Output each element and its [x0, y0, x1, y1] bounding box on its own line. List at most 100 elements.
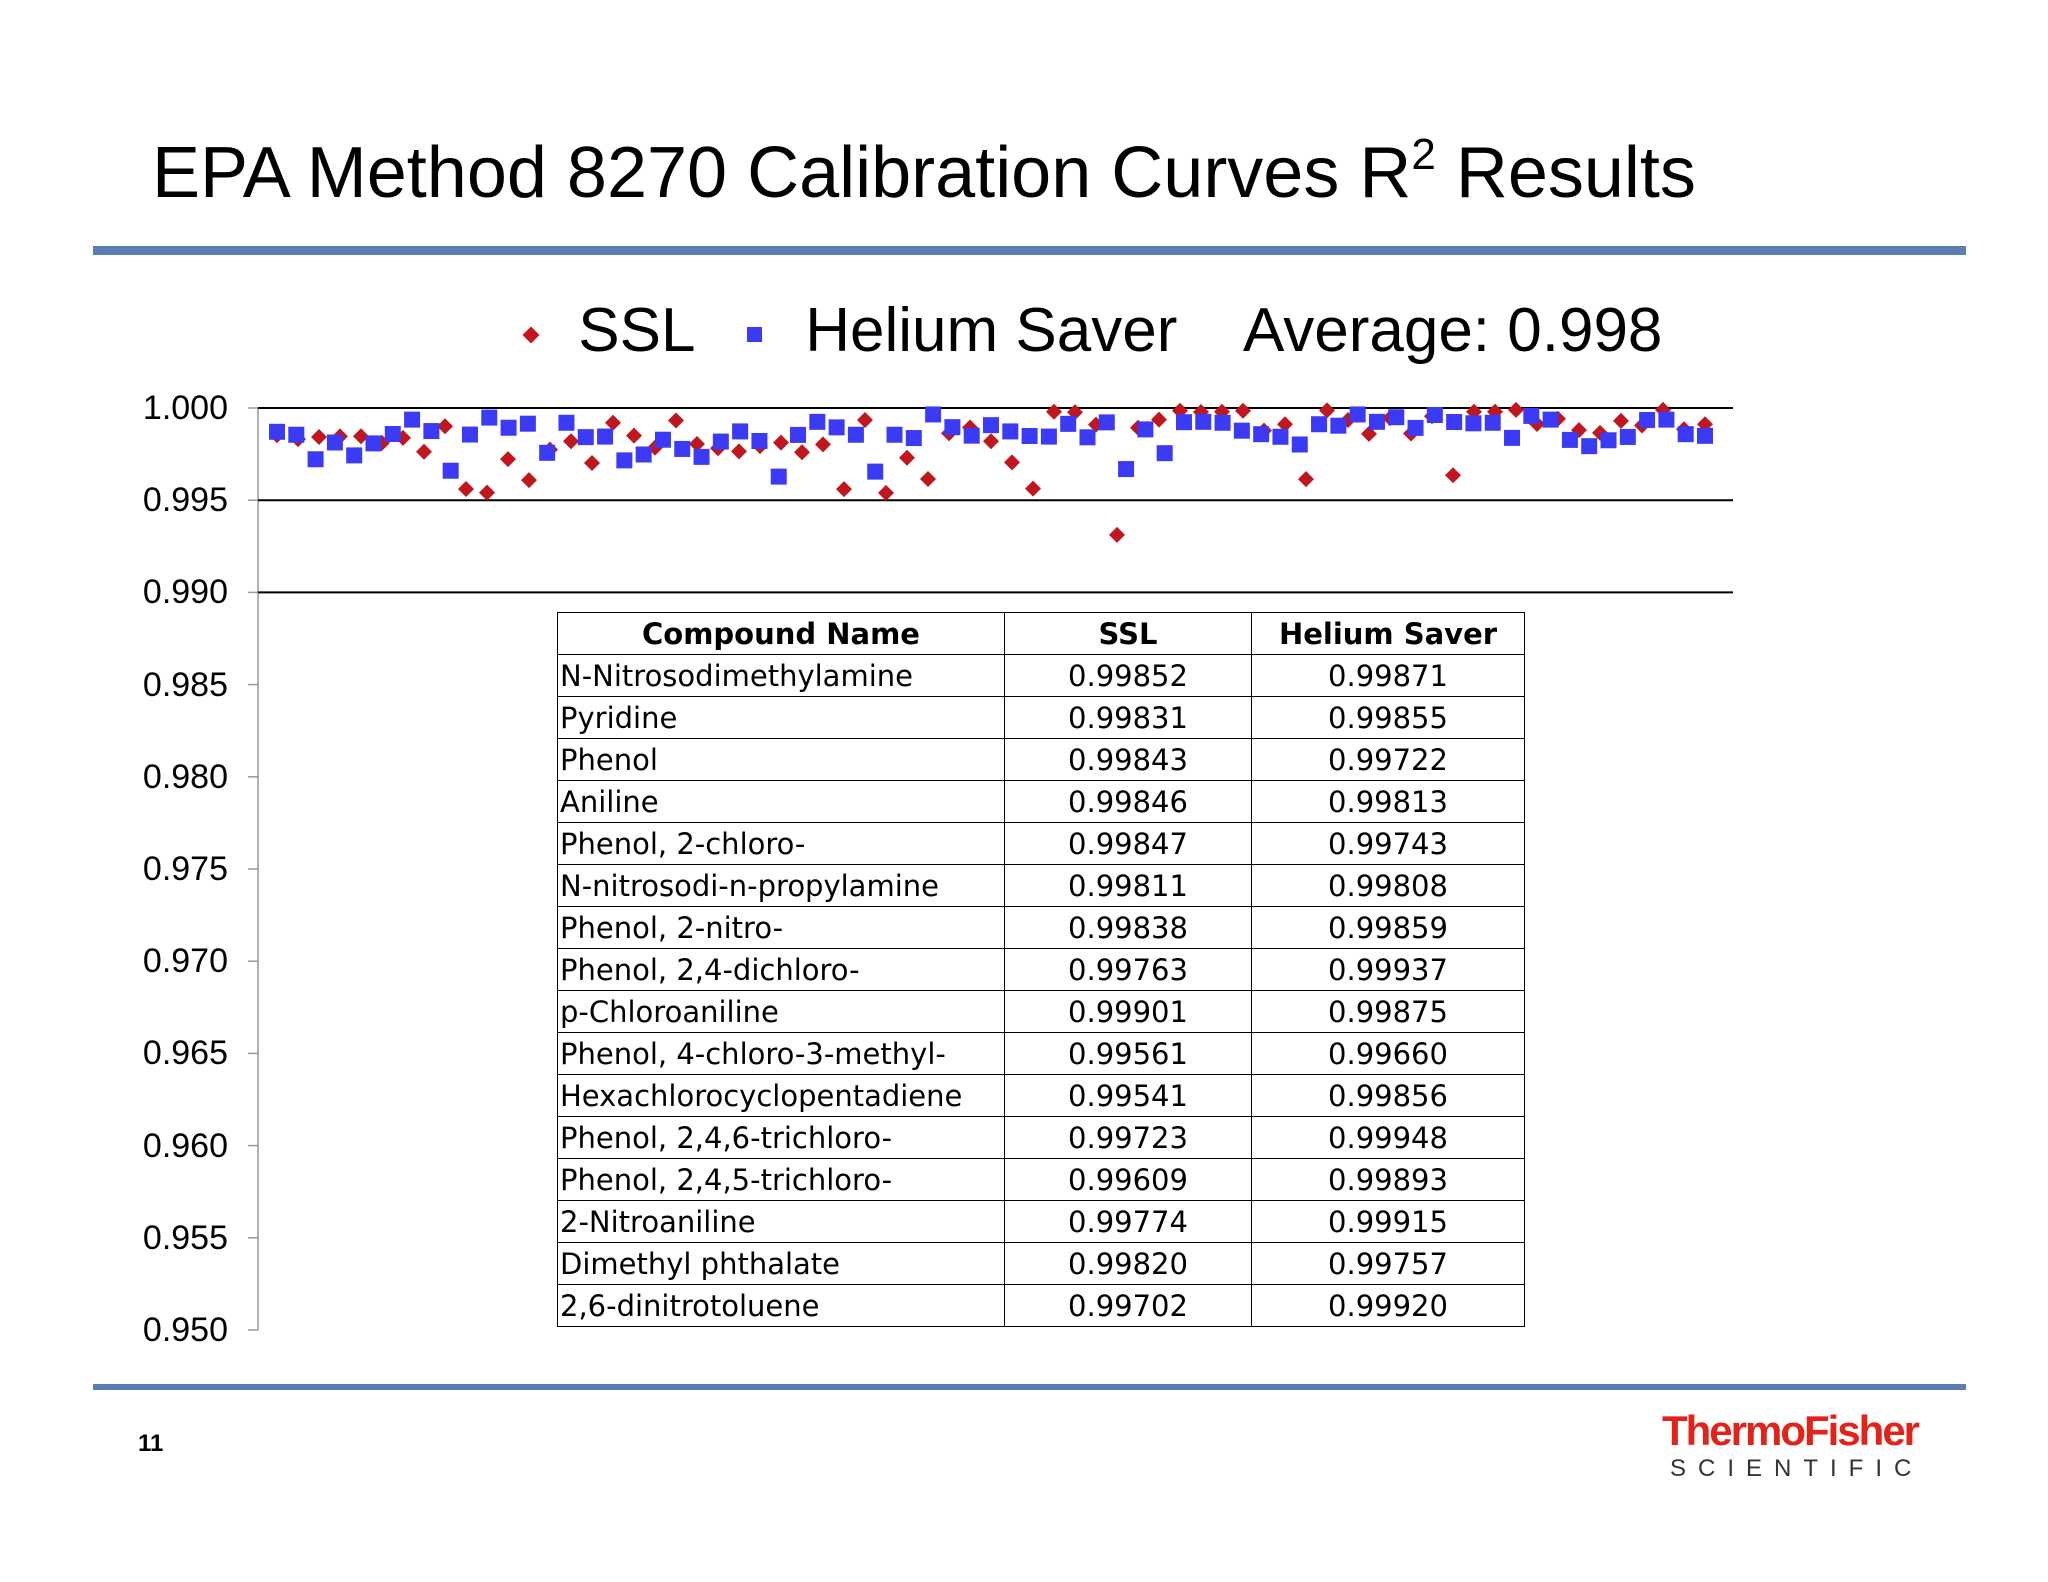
square-marker-icon [747, 327, 762, 343]
thermo-fisher-logo: ThermoFisher SCIENTIFIC [1660, 1408, 1920, 1484]
helium-saver-data-point [867, 463, 884, 480]
table-row: Phenol, 4-chloro-3-methyl- 0.99561 0.99660 [557, 1032, 1525, 1075]
helium-saver-data-point [828, 419, 845, 436]
helium-saver-value-cell: 0.99743 [1251, 822, 1525, 865]
ssl-data-point [794, 444, 810, 461]
helium-saver-data-point [790, 426, 807, 443]
ssl-data-point [983, 433, 999, 450]
helium-saver-value-cell: 0.99856 [1251, 1074, 1525, 1117]
helium-saver-data-point [288, 426, 305, 443]
ssl-data-point [773, 434, 789, 451]
y-tick-label: 0.985 [142, 665, 228, 704]
legend-item-ssl: SSL [522, 296, 695, 366]
helium-saver-data-point [1426, 407, 1443, 424]
helium-saver-data-point [1175, 414, 1192, 431]
ssl-value-cell: 0.99763 [1004, 948, 1252, 991]
ssl-data-point [899, 449, 915, 466]
compound-name-cell: Phenol, 2,4,5-trichloro- [557, 1158, 1005, 1201]
helium-saver-data-point [616, 452, 633, 469]
y-tick-label: 1.000 [142, 389, 228, 427]
slide-title-text: EPA Method 8270 Calibration Curves R [152, 133, 1412, 213]
y-tick-label: 0.990 [142, 573, 228, 612]
slide-title-superscript: 2 [1411, 130, 1436, 179]
helium-saver-data-point [442, 462, 459, 479]
ssl-data-point [1109, 526, 1125, 543]
r2-results-table: Compound Name SSL Helium Saver N-Nitroso… [557, 612, 1525, 1327]
helium-saver-data-point [423, 423, 440, 440]
y-tick-label: 0.965 [142, 1034, 228, 1073]
helium-saver-data-point [519, 415, 536, 432]
helium-saver-data-point [1677, 426, 1694, 443]
ssl-data-point [920, 470, 936, 487]
helium-saver-value-cell: 0.99855 [1251, 696, 1525, 739]
helium-saver-value-cell: 0.99871 [1251, 654, 1525, 697]
helium-saver-data-point [809, 413, 826, 430]
helium-saver-data-point [577, 429, 594, 446]
ssl-data-point [437, 418, 453, 435]
y-tick-label: 0.950 [142, 1311, 228, 1349]
ssl-data-point [458, 480, 474, 497]
helium-saver-data-point [1697, 427, 1713, 444]
ssl-data-point [1025, 480, 1041, 497]
helium-saver-data-point [770, 468, 787, 485]
helium-saver-data-point [847, 426, 864, 443]
slide-title: EPA Method 8270 Calibration Curves R2 Re… [152, 128, 1696, 218]
helium-saver-data-point [1600, 432, 1617, 449]
ssl-data-point [1613, 412, 1629, 429]
y-tick-label: 0.980 [142, 757, 228, 796]
helium-saver-data-point [1330, 417, 1347, 434]
compound-name-cell: Dimethyl phthalate [557, 1242, 1005, 1285]
ssl-data-point [689, 435, 705, 452]
helium-saver-data-point [886, 426, 903, 443]
ssl-value-cell: 0.99820 [1004, 1242, 1252, 1285]
table-row: Phenol, 2-chloro- 0.99847 0.99743 [557, 822, 1525, 865]
compound-name-cell: Pyridine [557, 696, 1005, 739]
helium-saver-data-point [1349, 406, 1366, 423]
ssl-value-cell: 0.99561 [1004, 1032, 1252, 1075]
helium-saver-value-cell: 0.99893 [1251, 1158, 1525, 1201]
compound-name-cell: Hexachlorocyclopentadiene [557, 1074, 1005, 1117]
ssl-value-cell: 0.99847 [1004, 822, 1252, 865]
compound-name-cell: Phenol, 4-chloro-3-methyl- [557, 1032, 1005, 1075]
helium-saver-data-point [1291, 436, 1308, 453]
helium-saver-value-cell: 0.99920 [1251, 1284, 1525, 1327]
compound-name-cell: p-Chloroaniline [557, 990, 1005, 1033]
ssl-value-cell: 0.99846 [1004, 780, 1252, 823]
helium-saver-value-cell: 0.99937 [1251, 948, 1525, 991]
helium-saver-data-point [1581, 438, 1598, 455]
compound-name-cell: N-nitrosodi-n-propylamine [557, 864, 1005, 907]
helium-saver-value-cell: 0.99757 [1251, 1242, 1525, 1285]
helium-saver-data-point [963, 427, 980, 444]
helium-saver-data-point [1214, 414, 1231, 431]
helium-saver-data-point [925, 406, 942, 423]
ssl-data-point [1151, 411, 1167, 428]
ssl-value-cell: 0.99811 [1004, 864, 1252, 907]
ssl-data-point [1319, 402, 1335, 419]
ssl-value-cell: 0.99723 [1004, 1116, 1252, 1159]
compound-name-cell: Aniline [557, 780, 1005, 823]
helium-saver-data-point [674, 440, 691, 457]
helium-saver-data-point [1407, 419, 1424, 436]
ssl-data-point [1298, 471, 1314, 488]
helium-saver-data-point [1311, 416, 1328, 433]
compound-name-cell: Phenol, 2,4,6-trichloro- [557, 1116, 1005, 1159]
helium-saver-data-point [1658, 411, 1675, 428]
ssl-data-point [500, 451, 516, 468]
table-row: Aniline 0.99846 0.99813 [557, 780, 1525, 823]
helium-saver-data-point [365, 435, 382, 452]
table-row: Phenol 0.99843 0.99722 [557, 738, 1525, 781]
helium-saver-data-point [1098, 414, 1115, 431]
table-header-ssl: SSL [1004, 612, 1252, 655]
helium-saver-data-point [1253, 426, 1270, 443]
ssl-value-cell: 0.99702 [1004, 1284, 1252, 1327]
helium-saver-data-point [461, 426, 478, 443]
helium-saver-data-point [1272, 428, 1289, 445]
table-row: Dimethyl phthalate 0.99820 0.99757 [557, 1242, 1525, 1285]
ssl-data-point [1508, 401, 1524, 418]
helium-saver-data-point [635, 446, 652, 463]
table-row: Hexachlorocyclopentadiene 0.99541 0.99856 [557, 1074, 1525, 1117]
helium-saver-data-point [712, 433, 729, 450]
ssl-data-point [626, 427, 642, 444]
helium-saver-data-point [558, 414, 575, 431]
helium-saver-data-point [1639, 411, 1656, 428]
